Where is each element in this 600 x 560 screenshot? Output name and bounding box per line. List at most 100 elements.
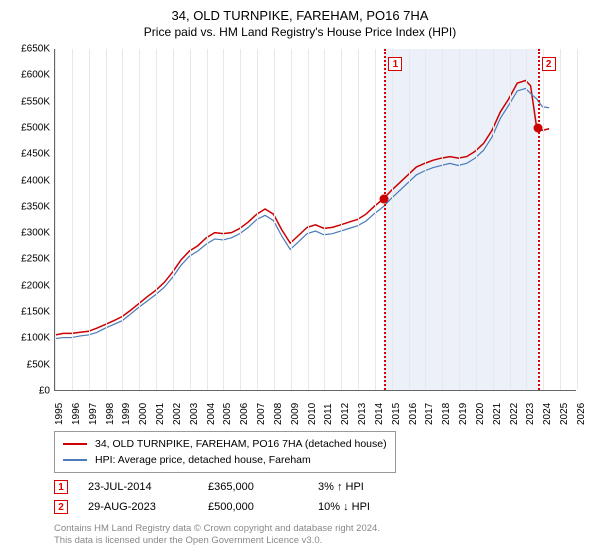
x-tick-label: 2012	[340, 403, 342, 425]
sale-row-date: 29-AUG-2023	[88, 501, 188, 513]
x-tick-label: 2024	[542, 403, 544, 425]
x-tick-label: 2006	[239, 403, 241, 425]
grid-line	[459, 49, 460, 390]
x-tick-label: 2013	[357, 403, 359, 425]
x-tick-label: 2015	[391, 403, 393, 425]
legend-row: HPI: Average price, detached house, Fare…	[63, 452, 387, 468]
grid-line	[409, 49, 410, 390]
y-tick-label: £450K	[21, 149, 50, 160]
grid-line	[341, 49, 342, 390]
x-tick-label: 1996	[71, 403, 73, 425]
x-tick-label: 2023	[525, 403, 527, 425]
sale-row-marker: 1	[54, 480, 68, 494]
grid-line	[55, 49, 56, 390]
x-tick-label: 1995	[54, 403, 56, 425]
grid-line	[156, 49, 157, 390]
grid-line	[425, 49, 426, 390]
sale-dot	[533, 123, 542, 132]
grid-line	[207, 49, 208, 390]
x-tick-label: 2008	[273, 403, 275, 425]
sale-row-diff: 10% ↓ HPI	[318, 501, 408, 513]
x-tick-label: 2007	[256, 403, 258, 425]
y-axis-labels: £0£50K£100K£150K£200K£250K£300K£350K£400…	[10, 49, 52, 391]
x-tick-label: 2018	[441, 403, 443, 425]
grid-line	[324, 49, 325, 390]
title-address: 34, OLD TURNPIKE, FAREHAM, PO16 7HA	[10, 8, 590, 23]
x-tick-label: 2025	[559, 403, 561, 425]
grid-line	[375, 49, 376, 390]
sale-row: 2 29-AUG-2023 £500,000 10% ↓ HPI	[54, 497, 590, 517]
grid-line	[560, 49, 561, 390]
sale-dot	[380, 194, 389, 203]
grid-line	[577, 49, 578, 390]
grid-line	[510, 49, 511, 390]
x-tick-label: 2011	[323, 403, 325, 425]
x-tick-label: 2004	[206, 403, 208, 425]
sale-row-date: 23-JUL-2014	[88, 481, 188, 493]
x-tick-label: 2014	[374, 403, 376, 425]
x-tick-label: 2016	[408, 403, 410, 425]
sale-row-price: £365,000	[208, 481, 298, 493]
legend-swatch	[63, 443, 87, 445]
sale-marker-box: 1	[388, 57, 402, 71]
grid-line	[476, 49, 477, 390]
sale-row-price: £500,000	[208, 501, 298, 513]
x-tick-label: 2000	[138, 403, 140, 425]
grid-line	[308, 49, 309, 390]
grid-line	[139, 49, 140, 390]
legend-swatch	[63, 459, 87, 461]
y-tick-label: £300K	[21, 228, 50, 239]
sale-row: 1 23-JUL-2014 £365,000 3% ↑ HPI	[54, 477, 590, 497]
title-subtitle: Price paid vs. HM Land Registry's House …	[10, 25, 590, 39]
grid-line	[358, 49, 359, 390]
grid-line	[442, 49, 443, 390]
x-tick-label: 1998	[105, 403, 107, 425]
x-axis-labels: 1995199619971998199920002001200220032004…	[54, 393, 576, 425]
y-tick-label: £200K	[21, 280, 50, 291]
grid-line	[291, 49, 292, 390]
x-tick-label: 2001	[155, 403, 157, 425]
grid-line	[257, 49, 258, 390]
grid-line	[493, 49, 494, 390]
grid-line	[72, 49, 73, 390]
y-tick-label: £600K	[21, 70, 50, 81]
sales-table: 1 23-JUL-2014 £365,000 3% ↑ HPI 2 29-AUG…	[54, 477, 590, 517]
y-tick-label: £100K	[21, 333, 50, 344]
x-tick-label: 2017	[424, 403, 426, 425]
grid-line	[240, 49, 241, 390]
chart-area: £0£50K£100K£150K£200K£250K£300K£350K£400…	[10, 45, 590, 425]
legend-label: 34, OLD TURNPIKE, FAREHAM, PO16 7HA (det…	[95, 436, 387, 452]
legend-label: HPI: Average price, detached house, Fare…	[95, 452, 311, 468]
plot-area: 12	[54, 49, 576, 391]
legend-row: 34, OLD TURNPIKE, FAREHAM, PO16 7HA (det…	[63, 436, 387, 452]
grid-line	[173, 49, 174, 390]
x-tick-label: 2021	[492, 403, 494, 425]
footer-attribution: Contains HM Land Registry data © Crown c…	[54, 523, 590, 548]
grid-line	[190, 49, 191, 390]
line-series-svg	[55, 49, 576, 390]
x-tick-label: 2002	[172, 403, 174, 425]
x-tick-label: 2010	[307, 403, 309, 425]
grid-line	[274, 49, 275, 390]
y-tick-label: £650K	[21, 44, 50, 55]
footer-line1: Contains HM Land Registry data © Crown c…	[54, 523, 590, 535]
y-tick-label: £0	[39, 386, 50, 397]
titles: 34, OLD TURNPIKE, FAREHAM, PO16 7HA Pric…	[10, 8, 590, 39]
chart-container: 34, OLD TURNPIKE, FAREHAM, PO16 7HA Pric…	[0, 0, 600, 560]
legend-box: 34, OLD TURNPIKE, FAREHAM, PO16 7HA (det…	[54, 431, 396, 473]
x-tick-label: 2026	[576, 403, 578, 425]
grid-line	[122, 49, 123, 390]
grid-line	[543, 49, 544, 390]
x-tick-label: 1999	[121, 403, 123, 425]
x-tick-label: 2022	[509, 403, 511, 425]
grid-line	[106, 49, 107, 390]
grid-line	[89, 49, 90, 390]
x-tick-label: 2005	[222, 403, 224, 425]
sale-row-marker: 2	[54, 500, 68, 514]
grid-line	[526, 49, 527, 390]
x-tick-label: 1997	[88, 403, 90, 425]
sale-marker-line	[538, 49, 540, 390]
footer-line2: This data is licensed under the Open Gov…	[54, 535, 590, 547]
x-tick-label: 2009	[290, 403, 292, 425]
y-tick-label: £350K	[21, 201, 50, 212]
